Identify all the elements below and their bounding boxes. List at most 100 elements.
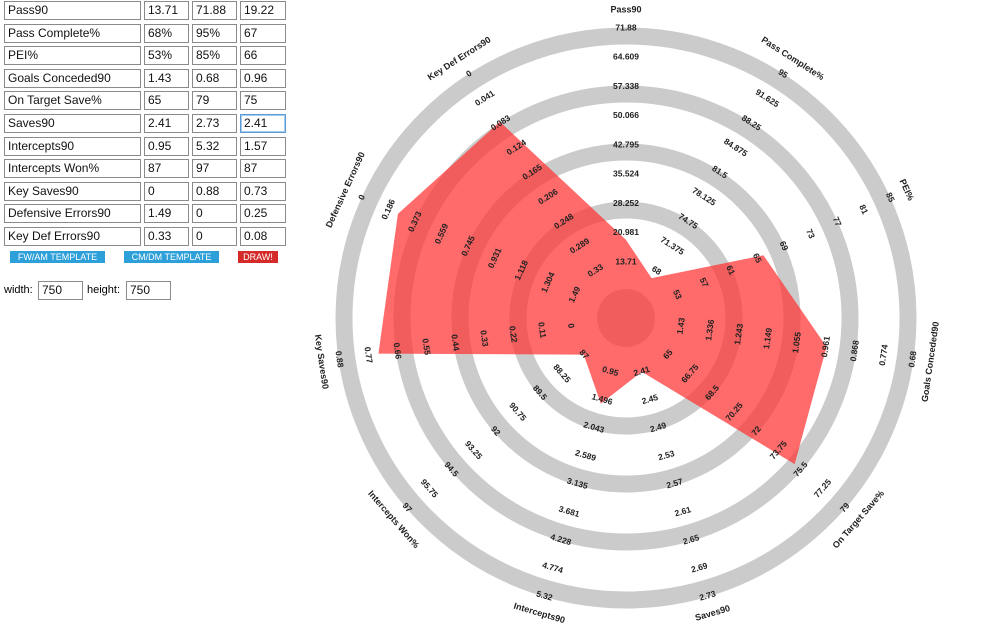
stat-value-field[interactable]: 0.33 [144,227,189,246]
stat-name-field[interactable]: Saves90 [4,114,141,133]
axis-name: PEI% [898,177,916,202]
axis-tick-label: 85 [884,191,897,204]
axis-tick-label: 2.53 [657,448,676,462]
stat-value-field[interactable]: 79 [192,91,237,111]
stat-name-field[interactable]: PEI% [4,46,141,66]
template-button[interactable]: CM/DM TEMPLATE [124,251,219,263]
stat-value-field[interactable]: 67 [240,23,286,43]
axis-tick-label: 0.44 [449,334,461,352]
stat-value-field[interactable]: 2.73 [192,114,237,133]
axis-tick-label: 1.43 [675,317,687,335]
axis-tick-label: 0.66 [391,342,403,360]
stat-value-field[interactable]: 68% [144,23,189,43]
axis-tick-label: 65 [751,252,764,265]
axis-tick-label: 2.589 [574,447,597,463]
stat-value-field[interactable]: 71.88 [192,1,237,20]
axis-tick-label: 0.88 [334,350,346,368]
stat-value-field[interactable]: 0.95 [144,136,189,156]
stat-value-field[interactable]: 1.57 [240,136,286,156]
axis-tick-label: 50.066 [613,110,639,120]
axis-tick-label: 53 [671,288,684,301]
axis-name: Key Saves90 [313,334,331,390]
axis-tick-label: 28.252 [613,198,639,208]
stat-value-field[interactable]: 19.22 [240,1,286,20]
stat-value-field[interactable]: 87 [144,159,189,179]
axis-tick-label: 78.125 [690,185,718,208]
stat-value-field[interactable]: 1.49 [144,204,189,224]
axis-tick-label: 84.875 [722,136,750,159]
stat-value-field[interactable]: 2.41 [240,114,286,133]
stat-value-field[interactable]: 66 [240,46,286,66]
stat-value-field[interactable]: 0.25 [240,204,286,224]
axis-tick-label: 0 [566,323,577,329]
stat-value-field[interactable]: 0 [144,181,189,201]
axis-tick-label: 77.25 [812,477,834,500]
axis-tick-label: 2.41 [632,364,651,378]
stat-value-field[interactable]: 75 [240,91,286,111]
width-label: width: [4,284,33,296]
axis-tick-label: 68 [650,263,664,277]
axis-tick-label: 0.041 [473,88,497,108]
axis-tick-label: 0.22 [507,325,519,343]
stat-value-field[interactable]: 1.43 [144,68,189,88]
height-input[interactable]: 750 [126,281,171,300]
stat-name-field[interactable]: Key Saves90 [4,181,141,201]
stat-value-field[interactable]: 5.32 [192,136,237,156]
stat-value-field[interactable]: 0 [192,204,237,224]
stat-value-field[interactable]: 2.41 [144,114,189,133]
stat-name-field[interactable]: On Target Save% [4,91,141,111]
axis-name: Saves90 [694,603,731,623]
stat-name-field[interactable]: Pass Complete% [4,23,141,43]
ring-band [335,27,917,609]
axis-tick-label: 77 [831,215,844,228]
stat-name-field[interactable]: Intercepts Won% [4,159,141,179]
axis-tick-label: 90.75 [507,400,529,423]
stat-value-field[interactable]: 87 [240,159,286,179]
axis-tick-label: 0.33 [478,329,490,347]
axis-tick-label: 2.61 [673,504,692,518]
axis-tick-label: 4.774 [541,560,564,576]
stat-name-field[interactable]: Defensive Errors90 [4,204,141,224]
stat-value-field[interactable]: 0.88 [192,181,237,201]
axis-tick-label: 2.69 [690,560,709,574]
template-button[interactable]: FW/AM TEMPLATE [10,251,105,263]
axis-tick-label: 5.32 [535,588,554,602]
stat-value-field[interactable]: 97 [192,159,237,179]
stat-value-field[interactable]: 95% [192,23,237,43]
axis-tick-label: 20.981 [613,227,639,237]
stat-name-field[interactable]: Intercepts90 [4,136,141,156]
axis-tick-label: 0.186 [379,197,397,221]
stat-value-field[interactable]: 0.08 [240,227,286,246]
stat-value-field[interactable]: 0.68 [192,68,237,88]
stat-name-field[interactable]: Goals Conceded90 [4,68,141,88]
axis-tick-label: 71.375 [659,234,687,257]
axis-tick-label: 0.868 [848,339,861,362]
stat-value-field[interactable]: 0.73 [240,181,286,201]
template-button[interactable]: DRAW! [238,251,278,263]
axis-tick-label: 93.25 [463,439,485,462]
stat-name-field[interactable]: Key Def Errors90 [4,227,141,246]
stat-value-field[interactable]: 65 [144,91,189,111]
stat-value-field[interactable]: 13.71 [144,1,189,20]
axis-tick-label: 2.45 [640,392,659,406]
width-input[interactable]: 750 [38,281,83,300]
axis-tick-label: 57.338 [613,81,639,91]
axis-tick-label: 2.57 [665,476,684,490]
stat-value-field[interactable]: 85% [192,46,237,66]
stat-name-field[interactable]: Pass90 [4,1,141,20]
input-form: Pass90 13.71 71.88 19.22 Pass Complete% 68% 95… [0,0,300,639]
axis-tick-label: 0.11 [536,321,548,339]
axis-tick-label: 88.25 [551,362,573,385]
axis-tick-label: 0.77 [363,346,375,364]
axis-tick-label: 13.71 [615,256,637,266]
axis-name: Intercepts90 [513,601,567,626]
axis-tick-label: 73 [804,227,817,240]
axis-tick-label: 0.68 [906,350,918,368]
stat-value-field[interactable]: 0.96 [240,68,286,88]
axis-tick-label: 0.961 [819,335,832,358]
stat-value-field[interactable]: 53% [144,46,189,66]
stat-value-field[interactable]: 0 [192,227,237,246]
axis-tick-label: 61 [724,264,737,277]
